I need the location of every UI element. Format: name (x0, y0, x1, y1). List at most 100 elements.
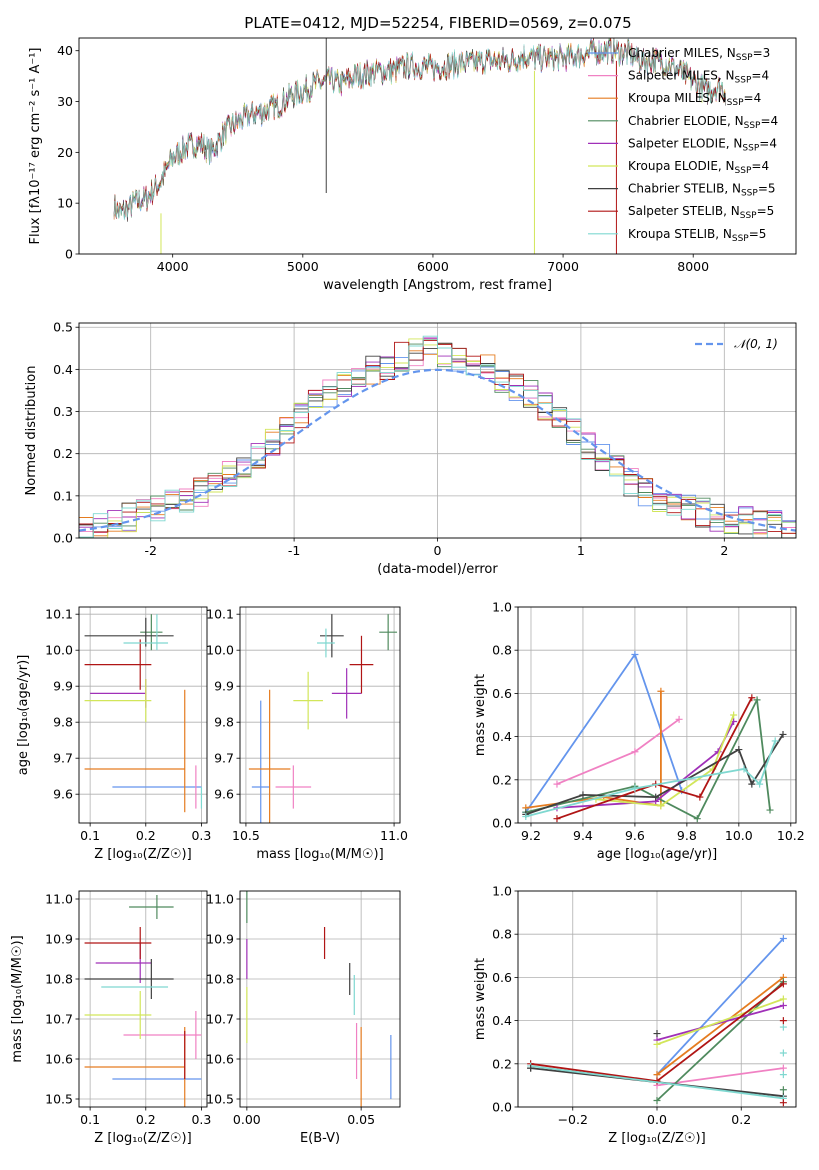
legend-subscript: SSP (740, 211, 757, 221)
x-tick-label: 0.3 (191, 1112, 211, 1127)
axes: 0.00 0.05 10.5 10.6 10.7 10.8 10.9 11.0 E(B-V) (206, 890, 401, 1146)
legend-entry: Kroupa ELODIE, NSSP=4 (628, 159, 769, 176)
data-marker (779, 1071, 787, 1079)
legend-entry: Salpeter MILES, NSSP=4 (628, 69, 769, 86)
x-tick-label: −0.2 (558, 1112, 588, 1127)
x-tick-label: 8000 (677, 259, 709, 274)
x-tick-label: 4000 (157, 259, 189, 274)
legend-entry: Chabrier STELIB, NSSP=5 (628, 182, 776, 199)
y-axis-label: mass [log₁₀(M/M☉)] (10, 935, 25, 1062)
data-marker (652, 793, 660, 801)
y-tick-label: 0.2 (492, 1056, 512, 1071)
x-tick-label: 9.8 (677, 828, 697, 843)
axes-frame (78, 37, 797, 255)
y-tick-label: 10.8 (206, 972, 234, 987)
legend-name: Kroupa STELIB, N (628, 227, 732, 241)
y-tick-label: 0 (65, 247, 73, 262)
y-tick-label: 40 (57, 43, 73, 58)
legend-suffix: =4 (751, 159, 769, 173)
mass-weight-vs-age-panel: 9.2 9.4 9.6 9.8 10.0 10.2 0.0 0.2 0.4 0.6 0.8 1.0 ag… (473, 600, 805, 863)
weight-series-1 (656, 1067, 784, 1087)
x-axis-label: age [log₁₀(age/yr)] (597, 847, 718, 862)
y-tick-label: 0.3 (53, 404, 73, 419)
data-marker (748, 780, 756, 788)
x-tick-label: 2 (720, 543, 728, 558)
data-marker (522, 813, 530, 821)
x-tick-label: 10.5 (232, 828, 260, 843)
age-vs-mass-panel: 10.5 11.0 9.6 9.7 9.8 9.9 10.0 10.1 mass [log₁₀(… (206, 606, 408, 862)
weight-series-8 (530, 1065, 784, 1100)
x-tick-label: -2 (144, 543, 156, 558)
weight-series-3 (656, 981, 785, 1102)
x-tick-label: 10.2 (777, 828, 805, 843)
legend-entry: Salpeter STELIB, NSSP=5 (628, 204, 774, 221)
weight-series-2 (656, 976, 784, 1076)
legend-entry: Chabrier ELODIE, NSSP=4 (628, 114, 778, 131)
data-marker (779, 1049, 787, 1057)
y-tick-label: 10.9 (206, 932, 234, 947)
legend-entry: Chabrier MILES, NSSP=3 (628, 46, 770, 63)
y-tick-label: 9.9 (214, 679, 234, 694)
legend-entry: Kroupa STELIB, NSSP=5 (628, 227, 766, 244)
x-axis-label: Z [log₁₀(Z/Z☉)] (608, 1131, 705, 1146)
y-tick-label: 0.8 (492, 927, 512, 942)
legend-subscript: SSP (735, 166, 752, 176)
y-tick-label: 0.0 (492, 816, 512, 831)
y-tick-label: 9.6 (53, 787, 73, 802)
data-marker (779, 1023, 787, 1031)
y-tick-label: 9.8 (214, 715, 234, 730)
y-tick-label: 1.0 (492, 884, 512, 899)
y-tick-label: 0.4 (492, 729, 512, 744)
legend-subscript: SSP (732, 234, 749, 244)
plot-area (79, 335, 796, 538)
y-tick-label: 10.6 (45, 1052, 73, 1067)
x-tick-label: 0.1 (80, 828, 100, 843)
y-tick-label: 9.7 (214, 751, 234, 766)
x-tick-label: 0.05 (347, 1112, 375, 1127)
data-marker (748, 694, 756, 702)
x-tick-label: 0.0 (647, 1112, 667, 1127)
data-marker (756, 780, 764, 788)
legend-name: Salpeter STELIB, N (628, 204, 740, 218)
legend-suffix: =4 (751, 69, 769, 83)
x-axis-label: Z [log₁₀(Z/Z☉)] (94, 1131, 191, 1146)
axes: 4000 5000 6000 7000 8000 0 10 20 30 40 wavelength … (28, 37, 797, 293)
axes: -2 -1 0 1 2 0.0 0.1 0.2 0.3 0.4 0.5 (data-model)/er… (24, 320, 797, 577)
x-axis-label: wavelength [Angstrom, rest frame] (323, 278, 552, 293)
y-tick-label: 0.6 (492, 686, 512, 701)
x-tick-label: -1 (288, 543, 300, 558)
data-marker (653, 1097, 661, 1105)
x-tick-label: 0.00 (233, 1112, 261, 1127)
y-tick-label: 10.6 (206, 1052, 234, 1067)
y-tick-label: 30 (57, 94, 73, 109)
y-tick-label: 10.7 (45, 1012, 73, 1027)
y-tick-label: 10.0 (206, 643, 234, 658)
axes: −0.2 0.0 0.2 0.0 0.2 0.4 0.6 0.8 1.0 Z [log₁₀(Z/Z… (473, 884, 797, 1146)
age-vs-metallicity-panel: 0.1 0.2 0.3 9.6 9.7 9.8 9.9 10.0 10.1 Z [log₁₀(Z/… (16, 606, 211, 862)
y-axis-label: mass weight (473, 958, 488, 1040)
x-tick-label: 9.4 (573, 828, 593, 843)
y-tick-label: 0.8 (492, 643, 512, 658)
y-tick-label: 0.2 (53, 446, 73, 461)
data-marker (631, 748, 639, 756)
data-marker (779, 1017, 787, 1025)
weight-series-5 (595, 714, 735, 807)
normal-reference-curve (79, 368, 796, 532)
legend-subscript: SSP (742, 143, 759, 153)
mass-vs-ebv-panel: 0.00 0.05 10.5 10.6 10.7 10.8 10.9 11.0 E(B-V) (206, 890, 401, 1146)
y-tick-label: 10.1 (45, 607, 73, 622)
x-axis-label: E(B-V) (300, 1131, 340, 1146)
x-axis-label: (data-model)/error (377, 562, 498, 577)
legend-subscript: SSP (727, 98, 744, 108)
y-tick-label: 10.1 (206, 607, 234, 622)
weight-series-7 (556, 697, 753, 820)
y-axis-label: Flux [fλ10⁻¹⁷ erg cm⁻² s⁻¹ A⁻¹] (28, 48, 43, 245)
y-tick-label: 0.0 (492, 1100, 512, 1115)
legend-suffix: =3 (753, 46, 771, 60)
y-tick-label: 1.0 (492, 600, 512, 615)
data-marker (779, 935, 787, 943)
legend-subscript: SSP (744, 121, 761, 131)
weight-series-4 (656, 1004, 784, 1041)
